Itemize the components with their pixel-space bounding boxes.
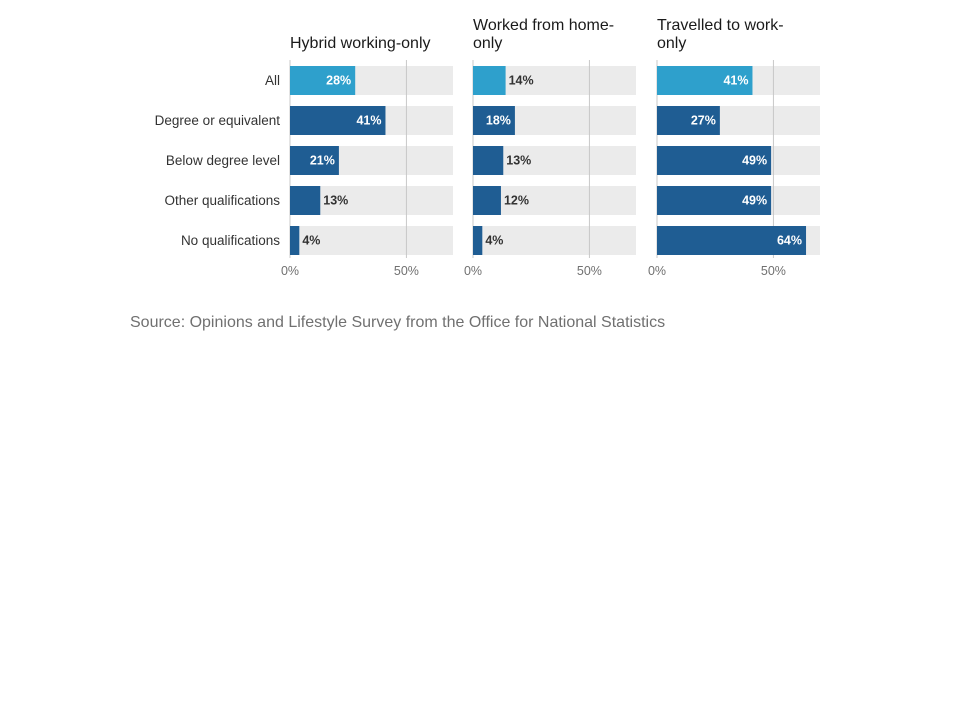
category-label: Below degree level [166,153,280,168]
panel-title: only [657,35,686,52]
panel-title: Worked from home- [473,17,614,34]
bar [657,146,772,175]
data-label: 14% [509,74,534,88]
bar [657,66,753,95]
bar [473,146,504,175]
bar [290,146,339,175]
data-label: 64% [777,234,802,248]
tick-label: 50% [577,264,602,278]
data-label: 41% [356,114,381,128]
panel-title: Travelled to work- [657,17,784,34]
panel-3: Travelled to work-only 41% 27% 49% 49% 64% 0% 5… [648,17,820,278]
data-label: 41% [723,74,748,88]
tick-label: 0% [648,264,666,278]
data-label: 49% [742,194,767,208]
data-label: 28% [326,74,351,88]
tick-label: 50% [394,264,419,278]
panel-title: only [473,35,502,52]
tick-label: 50% [761,264,786,278]
bar [473,186,501,215]
bar [290,66,356,95]
chart-svg: All Degree or equivalent Below degree leve… [155,17,820,278]
bar-track [473,226,636,255]
bar [473,66,506,95]
data-label: 27% [691,114,716,128]
data-label: 12% [504,194,529,208]
bar [290,186,321,215]
bar [657,186,772,215]
panel-title: Hybrid working-only [290,35,431,52]
category-label: All [265,73,280,88]
data-label: 4% [302,234,320,248]
data-label: 21% [310,154,335,168]
tick-label: 0% [464,264,482,278]
bar [657,106,720,135]
category-label: Other qualifications [164,193,280,208]
bar [473,106,515,135]
category-label: No qualifications [181,233,280,248]
tick-label: 0% [281,264,299,278]
category-label: Degree or equivalent [155,113,281,128]
bar [657,226,807,255]
bar [290,106,386,135]
panel-2: Worked from home-only 14% 18% 13% 12% 4% 0% 50% [464,17,636,278]
data-label: 13% [506,154,531,168]
source-note: Source: Opinions and Lifestyle Survey fr… [130,314,666,331]
data-label: 18% [486,114,511,128]
bar [473,226,483,255]
data-label: 13% [323,194,348,208]
bar-track [290,226,453,255]
data-label: 4% [485,234,503,248]
category-labels: All Degree or equivalent Below degree leve… [155,73,281,248]
panel-1: Hybrid working-only 28% 41% 21% 13% 4% 0% 50% [281,35,453,278]
bar [290,226,300,255]
data-label: 49% [742,154,767,168]
